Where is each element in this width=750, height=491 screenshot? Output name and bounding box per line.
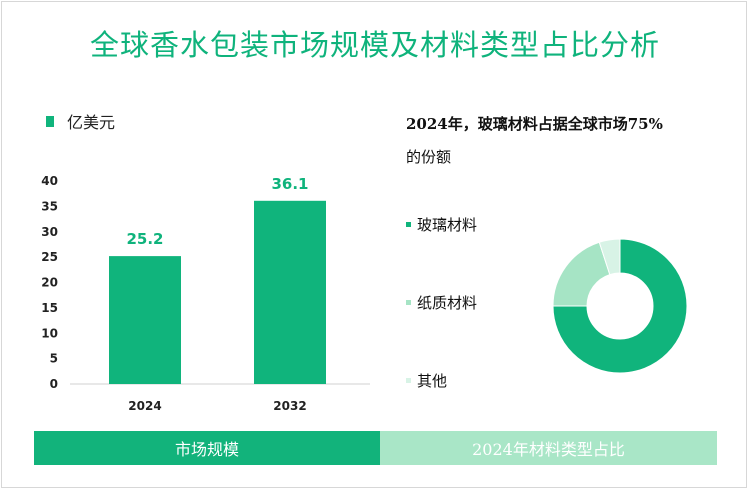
y-tick-label: 25: [41, 250, 58, 264]
pie-legend-dot-paper: [406, 300, 411, 305]
y-tick-label: 5: [50, 352, 58, 366]
y-tick-label: 10: [41, 326, 58, 340]
bar-value-label: 25.2: [126, 230, 163, 248]
bar-legend: 亿美元: [46, 109, 115, 133]
bar-value-label: 36.1: [271, 175, 308, 193]
pie-legend-item-paper: 纸质材料: [406, 292, 477, 313]
y-tick-label: 40: [41, 174, 58, 188]
donut-slice: [552, 241, 611, 307]
pie-legend-label-paper: 纸质材料: [417, 294, 478, 312]
pie-legend-label-glass: 玻璃材料: [417, 216, 478, 234]
y-tick-label: 15: [41, 301, 58, 315]
x-tick-label: 2024: [128, 399, 161, 413]
y-tick-label: 30: [41, 225, 58, 239]
y-tick-label: 0: [50, 377, 58, 391]
pie-title-line1: 2024年，玻璃材料占据全球市场75%: [406, 115, 663, 133]
page-title: 全球香水包装市场规模及材料类型占比分析: [89, 28, 660, 62]
bar-2024: [109, 256, 181, 384]
donut-slice: [552, 238, 688, 374]
y-tick-label: 20: [41, 276, 58, 290]
donut-chart: [552, 238, 688, 374]
bar-legend-label: 亿美元: [67, 113, 116, 132]
pie-title-line2: 的份额: [406, 148, 452, 166]
pie-legend-item-glass: 玻璃材料: [406, 214, 477, 235]
footer-material-share: 2024年材料类型占比: [380, 431, 717, 465]
pie-legend-label-other: 其他: [417, 372, 448, 390]
y-tick-label: 35: [41, 199, 58, 213]
x-tick-label: 2032: [273, 399, 306, 413]
pie-legend-dot-glass: [406, 222, 411, 227]
pie-legend-dot-other: [406, 378, 411, 383]
footer-market-size: 市场规模: [34, 431, 380, 465]
bar-legend-swatch: [46, 115, 54, 127]
pie-legend-item-other: 其他: [406, 370, 447, 391]
pie-section-title: 2024年，玻璃材料占据全球市场75% 的份额: [406, 108, 726, 174]
donut-slice: [598, 238, 621, 276]
bar-2032: [254, 200, 326, 384]
